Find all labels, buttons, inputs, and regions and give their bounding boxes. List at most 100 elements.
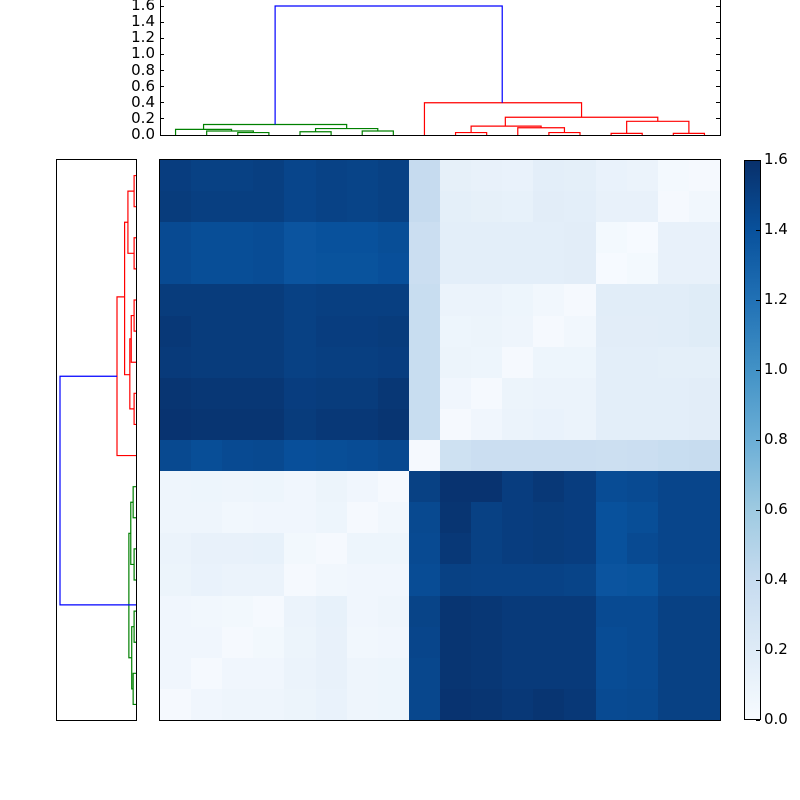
colorbar-tick-label: 1.6 <box>764 150 788 168</box>
heatmap-cell <box>626 595 658 627</box>
heatmap-cell <box>595 688 627 720</box>
heatmap-cell <box>160 657 192 689</box>
heatmap-cell <box>564 439 596 472</box>
heatmap-cell <box>315 595 347 627</box>
heatmap-cell <box>688 533 720 565</box>
heatmap-cell <box>222 222 254 254</box>
heatmap-cell <box>191 377 223 409</box>
heatmap-cell <box>657 439 689 472</box>
heatmap-cell <box>502 160 534 192</box>
heatmap-cell <box>502 657 534 689</box>
left-dendrogram-panel <box>56 159 137 721</box>
heatmap-cell <box>657 377 689 409</box>
heatmap-cell <box>564 626 596 658</box>
heatmap-cell <box>502 533 534 565</box>
heatmap-cell <box>408 377 440 409</box>
heatmap-cell <box>533 564 565 596</box>
heatmap-cell <box>688 564 720 596</box>
heatmap-cell <box>471 346 503 378</box>
heatmap-cell <box>408 284 440 316</box>
heatmap-cell <box>595 502 627 534</box>
heatmap-cell <box>222 439 254 472</box>
heatmap-cell <box>657 160 689 192</box>
heatmap-cell <box>595 408 627 440</box>
heatmap-cell <box>191 533 223 565</box>
heatmap-cell <box>564 191 596 223</box>
heatmap-cell <box>439 222 472 254</box>
heatmap-cell <box>439 502 472 534</box>
heatmap-cell <box>439 533 472 565</box>
heatmap-cell <box>595 626 627 658</box>
heatmap-cell <box>315 688 347 720</box>
left-dendrogram-link <box>133 237 136 270</box>
top-dendrogram-tick-mark <box>716 21 720 23</box>
heatmap-cell <box>377 657 409 689</box>
top-dendrogram-tick-mark <box>160 21 164 23</box>
heatmap-cell <box>471 688 503 720</box>
heatmap-cell <box>533 502 565 534</box>
top-dendrogram-tick-mark <box>716 5 720 7</box>
heatmap-cell <box>471 284 503 316</box>
heatmap-cell <box>160 533 192 565</box>
heatmap-cell <box>346 564 378 596</box>
heatmap-cell <box>284 439 316 472</box>
heatmap-cell <box>160 284 192 316</box>
heatmap-cell <box>408 315 440 347</box>
heatmap-cell <box>346 160 378 192</box>
top-dendrogram-tick-label: 0.6 <box>131 76 155 95</box>
heatmap-cell <box>191 315 223 347</box>
top-dendrogram-tick-mark <box>716 102 720 104</box>
heatmap-cell <box>315 439 347 472</box>
top-dendrogram-tick-label: 1.2 <box>131 28 155 47</box>
heatmap-cell <box>222 315 254 347</box>
heatmap-cell <box>346 595 378 627</box>
heatmap-cell <box>564 533 596 565</box>
heatmap-cell <box>502 222 534 254</box>
heatmap-cell <box>595 595 627 627</box>
heatmap-cell <box>533 346 565 378</box>
heatmap-cell <box>533 377 565 409</box>
heatmap-cell <box>253 253 285 285</box>
heatmap-cell <box>253 160 285 192</box>
heatmap-cell <box>377 222 409 254</box>
heatmap-cell <box>346 471 378 503</box>
heatmap-cell <box>222 471 254 503</box>
top-dendrogram-tick-mark <box>160 70 164 71</box>
heatmap-cell <box>408 626 440 658</box>
heatmap-cell <box>346 346 378 378</box>
heatmap-cell <box>284 688 316 720</box>
colorbar-tick-mark <box>756 649 760 651</box>
heatmap-cell <box>502 564 534 596</box>
heatmap-cell <box>564 595 596 627</box>
heatmap-cell <box>471 657 503 689</box>
heatmap-cell <box>564 471 596 503</box>
top-dendrogram-tick-mark <box>160 118 164 120</box>
heatmap-cell <box>191 688 223 720</box>
heatmap-cell <box>377 377 409 409</box>
heatmap-cell <box>502 688 534 720</box>
heatmap-cell <box>439 160 472 192</box>
heatmap-cell <box>564 284 596 316</box>
heatmap-cell <box>191 408 223 440</box>
heatmap-cell <box>284 284 316 316</box>
heatmap-cell <box>595 657 627 689</box>
heatmap-cell <box>222 253 254 285</box>
heatmap-cell <box>471 253 503 285</box>
colorbar-tick-label: 1.0 <box>764 360 788 378</box>
heatmap-cell <box>191 626 223 658</box>
heatmap-cell <box>315 284 347 316</box>
heatmap-cell <box>439 315 472 347</box>
heatmap-cell <box>160 626 192 658</box>
heatmap-cell <box>253 222 285 254</box>
colorbar-tick-label: 0.0 <box>764 710 788 728</box>
colorbar-tick-mark <box>756 159 760 161</box>
heatmap-cell <box>657 657 689 689</box>
heatmap-cell <box>533 160 565 192</box>
heatmap-cell <box>284 315 316 347</box>
heatmap-cell <box>533 688 565 720</box>
heatmap-cell <box>657 564 689 596</box>
heatmap-cell <box>284 471 316 503</box>
heatmap-cell <box>533 315 565 347</box>
heatmap-cell <box>502 595 534 627</box>
